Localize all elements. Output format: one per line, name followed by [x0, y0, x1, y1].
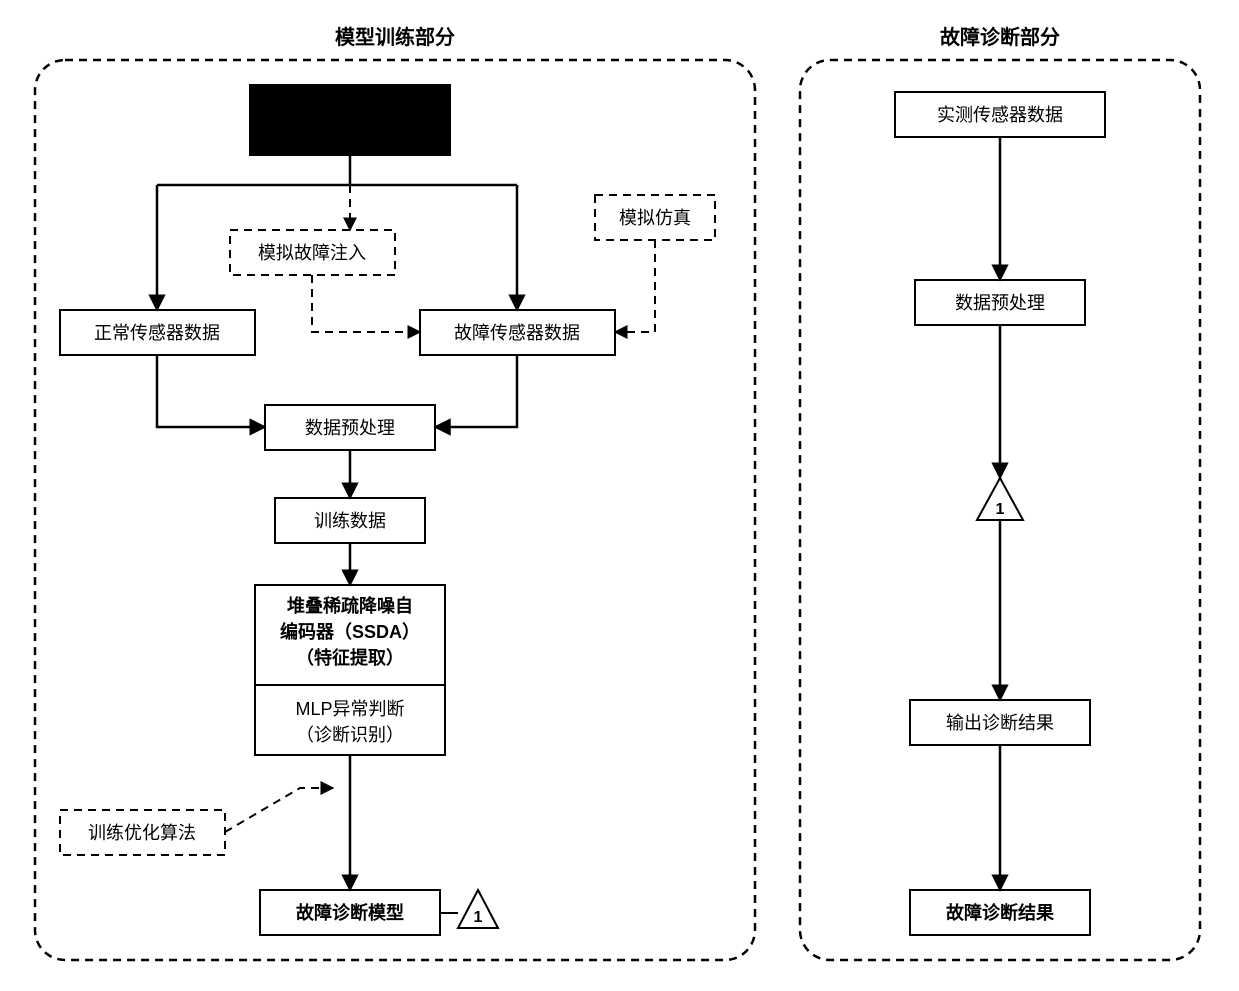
ssda-line2: 编码器（SSDA） [280, 621, 420, 642]
model-label: 故障诊断模型 [296, 902, 404, 923]
r-output-label: 输出诊断结果 [946, 713, 1054, 733]
tri1-label: 1 [474, 909, 483, 926]
r-result-label: 故障诊断结果 [946, 902, 1055, 923]
train-data-label: 训练数据 [314, 511, 386, 531]
r-tri-label: 1 [996, 501, 1005, 518]
simulation-label: 模拟仿真 [619, 208, 691, 228]
mlp-line2: （诊断识别） [296, 725, 404, 745]
flowchart-diagram: 模型训练部分 卫星设备 模拟故障注入 模拟仿真 正常传感器数据 故障传感器数据 … [20, 20, 1219, 971]
preprocess-label: 数据预处理 [305, 418, 395, 438]
r-preprocess-label: 数据预处理 [955, 293, 1045, 313]
mlp-line1: MLP异常判断 [295, 699, 404, 719]
r-sensor-label: 实测传感器数据 [937, 105, 1063, 125]
right-title: 故障诊断部分 [940, 25, 1060, 49]
ssda-line1: 堆叠稀疏降噪自 [287, 595, 413, 616]
left-title: 模型训练部分 [335, 25, 455, 49]
fault-inject-label: 模拟故障注入 [258, 243, 366, 263]
train-opt-label: 训练优化算法 [88, 823, 196, 843]
ssda-line3: （特征提取） [296, 647, 404, 668]
normal-sensor-label: 正常传感器数据 [94, 323, 220, 343]
fault-sensor-label: 故障传感器数据 [454, 323, 580, 343]
satellite-label: 卫星设备 [314, 110, 386, 130]
